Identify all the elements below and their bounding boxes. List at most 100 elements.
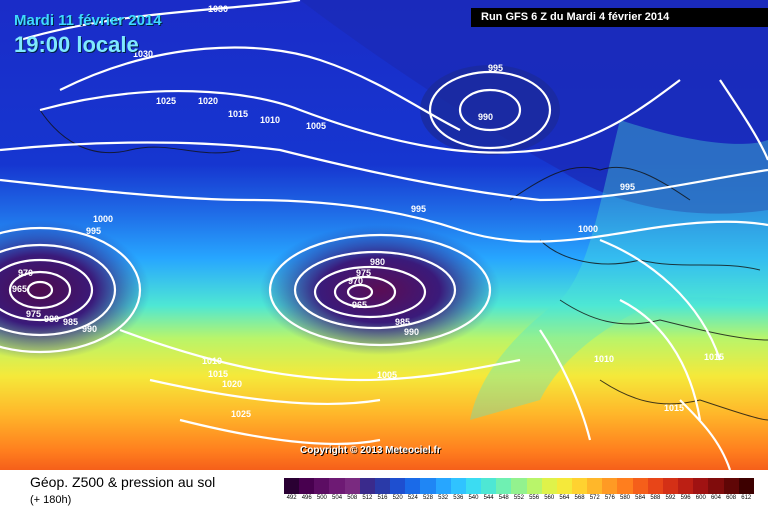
legend-swatch [602,478,618,494]
legend-label: 572 [589,495,600,501]
svg-text:1000: 1000 [578,224,598,234]
legend-label: 612 [741,495,752,501]
legend-label: 552 [513,495,524,501]
svg-text:995: 995 [620,182,635,192]
legend-label: 568 [574,495,585,501]
legend-label: 600 [695,495,706,501]
legend-label: 540 [468,495,479,501]
legend-swatch [723,478,739,494]
legend-label: 588 [650,495,661,501]
legend-label: 496 [301,495,312,501]
legend-swatch [708,478,724,494]
legend-label: 516 [377,495,388,501]
weather-map: 1030 1030 1025 1020 1015 1010 1005 995 9… [0,0,768,470]
svg-text:995: 995 [488,63,503,73]
legend-label: 592 [665,495,676,501]
svg-text:985: 985 [63,317,78,327]
legend-label: 492 [286,495,297,501]
svg-text:1000: 1000 [93,214,113,224]
forecast-offset: (+ 180h) [30,494,72,506]
svg-text:990: 990 [404,327,419,337]
svg-text:980: 980 [370,257,385,267]
legend-label: 608 [726,495,737,501]
svg-text:980: 980 [44,314,59,324]
legend-swatch [284,478,300,494]
svg-text:970: 970 [348,276,363,286]
legend-label: 584 [635,495,646,501]
isobar-labels: 1030 1030 1025 1020 1015 1010 1005 995 9… [12,4,724,419]
svg-text:990: 990 [478,112,493,122]
legend-swatch [541,478,557,494]
legend-swatch [329,478,345,494]
legend-swatch [299,478,315,494]
color-legend [284,478,754,494]
legend-swatch [526,478,542,494]
svg-text:965: 965 [352,300,367,310]
legend-label: 596 [680,495,691,501]
legend-swatch [617,478,633,494]
svg-text:1005: 1005 [306,121,326,131]
legend-swatch [738,478,754,494]
legend-swatch [511,478,527,494]
svg-text:975: 975 [26,309,41,319]
forecast-time: 19:00 locale [14,32,139,57]
legend-swatch [481,478,497,494]
legend-label: 528 [422,495,433,501]
isobars [0,0,768,470]
legend-label: 560 [544,495,555,501]
color-legend-labels: 492 496 500 504 508 512 516 520 524 528 532 536 540 5… [284,495,754,501]
legend-swatch [374,478,391,494]
svg-text:1030: 1030 [133,49,153,59]
legend-label: 580 [620,495,631,501]
svg-text:1005: 1005 [377,370,397,380]
svg-text:1020: 1020 [222,379,242,389]
legend-swatch [678,478,694,494]
svg-text:1025: 1025 [156,96,176,106]
legend-swatch [435,478,451,494]
svg-text:990: 990 [82,324,97,334]
legend-label: 524 [407,495,418,501]
svg-text:1010: 1010 [260,115,280,125]
legend-label: 504 [332,495,343,501]
legend-label: 576 [604,495,615,501]
legend-label: 520 [392,495,403,501]
svg-text:1015: 1015 [208,369,228,379]
legend-swatch [662,478,679,494]
legend-swatch [587,478,603,494]
svg-text:975: 975 [356,268,371,278]
legend-swatch [693,478,709,494]
legend-swatch [632,478,648,494]
svg-text:1015: 1015 [704,352,724,362]
copyright: Copyright © 2013 Meteociel.fr [300,445,441,456]
map-title: Géop. Z500 & pression au sol [30,474,216,490]
legend-swatch [556,478,572,494]
legend-swatch [647,478,663,494]
svg-text:1030: 1030 [208,4,228,14]
legend-label: 500 [316,495,327,501]
run-info: Run GFS 6 Z du Mardi 4 février 2014 [471,8,768,27]
forecast-date: Mardi 11 février 2014 [14,12,162,29]
legend-swatch [314,478,330,494]
legend-swatch [450,478,466,494]
svg-text:1010: 1010 [202,356,222,366]
legend-label: 536 [453,495,464,501]
svg-text:1015: 1015 [664,403,684,413]
legend-swatch [390,478,406,494]
svg-text:965: 965 [12,284,27,294]
legend-label: 604 [710,495,721,501]
svg-text:1025: 1025 [231,409,251,419]
legend-swatch [344,478,360,494]
legend-label: 512 [362,495,373,501]
legend-label: 532 [438,495,449,501]
legend-label: 564 [559,495,570,501]
legend-swatch [420,478,436,494]
svg-text:1010: 1010 [594,354,614,364]
legend-label: 544 [483,495,494,501]
legend-label: 556 [529,495,540,501]
legend-label: 508 [347,495,358,501]
svg-text:1015: 1015 [228,109,248,119]
svg-text:995: 995 [411,204,426,214]
legend-swatch [496,478,512,494]
svg-text:985: 985 [395,317,410,327]
svg-text:995: 995 [86,226,101,236]
